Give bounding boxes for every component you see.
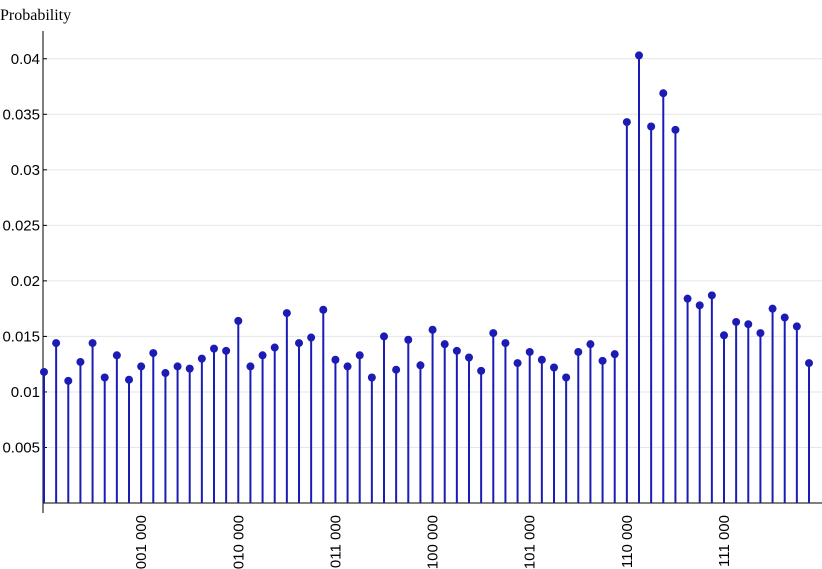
stem-marker — [100, 373, 109, 382]
stem-marker — [125, 375, 133, 384]
stem-marker — [622, 118, 631, 127]
stem-marker — [671, 125, 680, 134]
y-tick-label: 0.03 — [11, 162, 40, 179]
stem-marker — [805, 359, 813, 368]
x-tick-label: 011 000 — [327, 515, 344, 568]
stem-marker — [246, 362, 255, 371]
stem-marker — [88, 339, 97, 348]
stem-marker — [367, 373, 376, 382]
stem-marker — [222, 346, 231, 355]
stem-marker — [562, 373, 571, 382]
x-tick-label: 111 000 — [716, 515, 733, 567]
stem-marker — [513, 359, 522, 368]
stem-marker — [501, 339, 510, 348]
stem-marker — [574, 347, 583, 356]
stem-marker — [720, 331, 728, 340]
stem-marker — [452, 346, 461, 355]
stem-marker — [683, 294, 692, 303]
stem-marker — [64, 376, 73, 385]
stem-marker — [307, 333, 316, 342]
y-tick-label: 0.025 — [2, 217, 40, 234]
stem-marker — [537, 355, 546, 364]
stem-marker — [137, 362, 146, 371]
stem-marker — [610, 350, 619, 359]
stem-marker — [635, 51, 643, 60]
stem-marker — [210, 344, 218, 353]
x-tick-label: 100 000 — [425, 515, 442, 569]
y-tick-label: 0.005 — [2, 439, 40, 456]
stem-marker — [465, 353, 473, 362]
stem-marker — [404, 335, 413, 344]
stem-marker — [173, 362, 182, 371]
stem-marker — [780, 313, 789, 322]
y-tick-label: 0.04 — [11, 51, 40, 68]
stem-marker — [355, 351, 364, 360]
stem-marker — [270, 343, 279, 352]
stem-marker — [598, 356, 607, 365]
stem-marker — [428, 325, 437, 334]
stem-marker — [647, 122, 656, 131]
stem-marker — [525, 347, 534, 356]
stem-marker — [282, 309, 291, 318]
stem-marker — [258, 351, 267, 360]
stem-marker — [149, 349, 158, 358]
stem-marker — [416, 361, 425, 370]
stem-marker — [343, 362, 352, 371]
stem-marker — [550, 363, 558, 372]
stem-marker — [319, 305, 328, 314]
stem-marker — [744, 320, 753, 329]
stem-marker — [756, 329, 765, 338]
stem-marker — [185, 364, 194, 373]
stem-marker — [295, 339, 303, 348]
x-tick-label: 010 000 — [230, 515, 247, 569]
y-tick-label: 0.015 — [2, 328, 40, 345]
stem-marker — [768, 304, 777, 313]
stem-marker — [197, 354, 206, 363]
stem-marker — [76, 357, 85, 366]
stem-marker — [52, 339, 61, 348]
y-tick-label: 0.035 — [2, 106, 40, 123]
stem-marker — [586, 340, 595, 349]
stem-marker — [40, 367, 48, 376]
stem-marker — [380, 332, 388, 341]
stem-marker — [331, 355, 340, 364]
stem-marker — [707, 291, 716, 300]
stem-marker — [477, 366, 486, 375]
y-axis-label: Probability — [0, 7, 71, 24]
stem-marker — [440, 340, 449, 349]
stem-marker — [392, 365, 401, 374]
x-tick-label: 001 000 — [133, 515, 150, 569]
y-tick-label: 0.01 — [11, 384, 40, 401]
stem-marker — [161, 369, 170, 378]
stem-marker — [234, 316, 243, 325]
stem-marker — [792, 322, 801, 331]
stem-marker — [112, 351, 121, 360]
stem-marker — [732, 317, 741, 326]
x-tick-label: 110 000 — [619, 515, 636, 568]
stem-marker — [659, 89, 668, 98]
stem-marker — [489, 329, 498, 338]
x-tick-label: 101 000 — [522, 515, 539, 569]
y-tick-label: 0.02 — [11, 273, 40, 290]
stem-marker — [695, 301, 704, 310]
